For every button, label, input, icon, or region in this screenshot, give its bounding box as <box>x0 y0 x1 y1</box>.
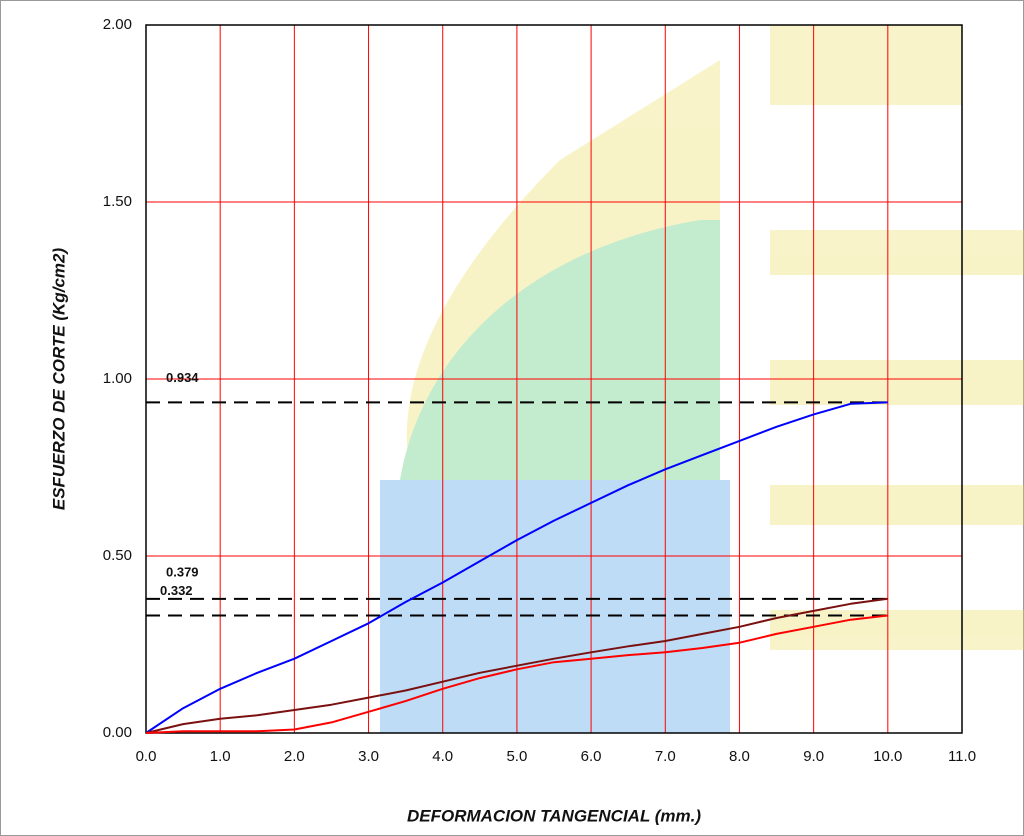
x-tick-label: 2.0 <box>284 748 305 765</box>
y-tick-label: 0.00 <box>103 724 132 741</box>
x-tick-label: 10.0 <box>873 748 902 765</box>
x-axis-title: DEFORMACION TANGENCIAL (mm.) <box>407 806 701 825</box>
x-tick-label: 3.0 <box>358 748 379 765</box>
x-tick-label: 1.0 <box>210 748 231 765</box>
y-tick-label: 0.50 <box>103 547 132 564</box>
reference-label: 0.934 <box>166 370 199 385</box>
watermark-shape <box>770 230 1024 275</box>
series-line <box>145 401 888 734</box>
series-line <box>145 614 888 734</box>
reference-label: 0.332 <box>160 583 193 598</box>
x-tick-label: 7.0 <box>655 748 676 765</box>
watermark-shape <box>770 25 962 105</box>
y-tick-label: 2.00 <box>103 16 132 33</box>
x-tick-label: 11.0 <box>948 748 976 765</box>
marks: 0.934 0.379 0.332 <box>145 370 888 734</box>
watermark <box>380 25 1024 733</box>
x-tick-label: 8.0 <box>729 748 750 765</box>
plot-frame <box>145 24 963 734</box>
watermark-shape <box>380 480 730 733</box>
watermark-shape <box>770 360 1024 405</box>
y-tick-label: 1.00 <box>103 370 132 387</box>
watermark-shape <box>406 60 720 640</box>
y-axis-title: ESFUERZO DE CORTE (Kg/cm2) <box>49 248 68 511</box>
watermark-shape <box>770 610 1024 650</box>
reference-label: 0.379 <box>166 564 199 579</box>
y-tick-label: 1.50 <box>103 193 132 210</box>
series-line <box>145 597 888 734</box>
x-tick-label: 9.0 <box>803 748 824 765</box>
x-tick-label: 0.0 <box>136 748 157 765</box>
watermark-shape <box>400 220 720 480</box>
x-tick-label: 6.0 <box>581 748 602 765</box>
x-tick-label: 4.0 <box>432 748 453 765</box>
watermark-shape <box>770 485 1024 525</box>
x-tick-label: 5.0 <box>506 748 527 765</box>
